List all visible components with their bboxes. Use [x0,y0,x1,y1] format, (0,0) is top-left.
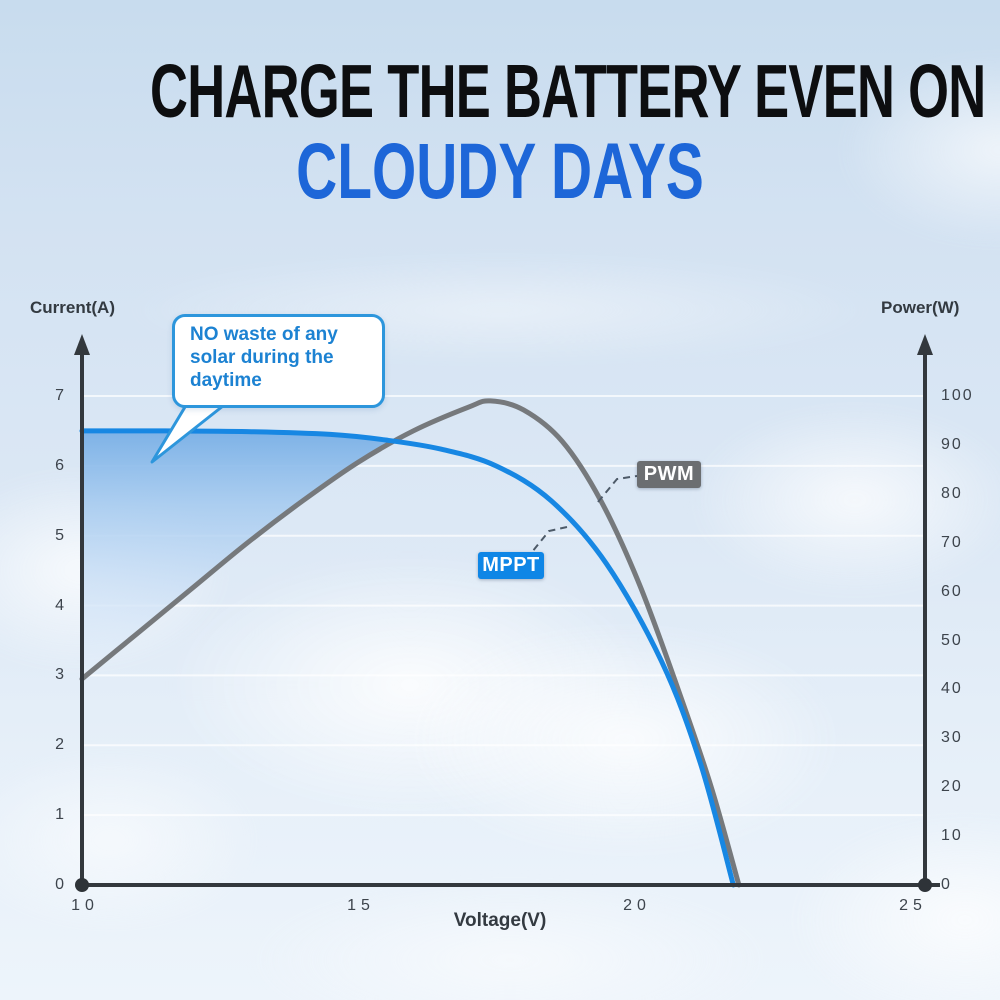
x-axis-title: Voltage(V) [453,910,547,931]
headline-line-2: CLOUDY DAYS [296,126,704,215]
callout-text-line: daytime [190,370,262,391]
callout-bubble: NO waste of any solar during the daytime [172,314,385,408]
pwm-series-label: PWM [637,461,701,488]
mppt-series-label: MPPT [478,552,544,579]
right-axis-title: Power(W) [881,298,960,317]
callout-text-line: NO waste of any [190,324,338,345]
headline-line-1: CHARGE THE BATTERY EVEN ON [150,49,986,133]
callout-text-line: solar during the [190,347,334,368]
left-axis-title: Current(A) [30,298,115,317]
